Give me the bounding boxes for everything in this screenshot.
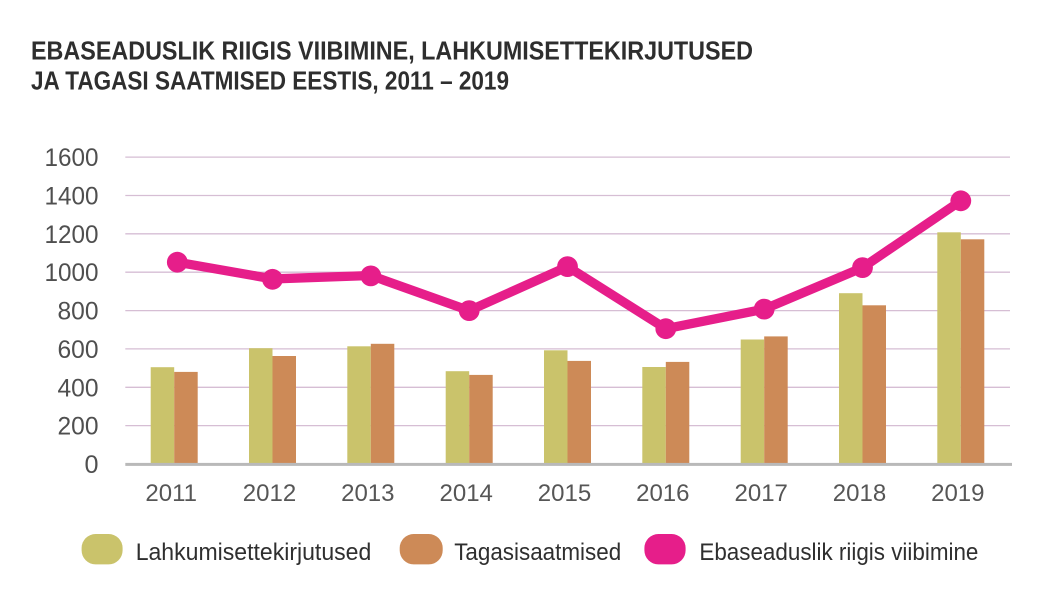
svg-text:2013: 2013	[341, 480, 394, 507]
svg-text:2012: 2012	[243, 480, 296, 507]
svg-text:800: 800	[58, 298, 99, 326]
svg-text:1000: 1000	[45, 259, 99, 287]
svg-text:2015: 2015	[538, 480, 591, 507]
svg-text:Tagasisaatmised: Tagasisaatmised	[454, 539, 621, 566]
svg-text:2019: 2019	[931, 480, 984, 507]
svg-text:2017: 2017	[735, 480, 788, 507]
svg-text:0: 0	[85, 451, 99, 479]
svg-text:1600: 1600	[45, 144, 99, 172]
svg-text:EBASEADUSLIK RIIGIS VIIBIMINE,: EBASEADUSLIK RIIGIS VIIBIMINE, LAHKUMISE…	[31, 36, 753, 66]
svg-text:2018: 2018	[833, 480, 886, 507]
svg-text:2011: 2011	[145, 480, 197, 507]
svg-text:400: 400	[58, 374, 99, 402]
svg-text:1400: 1400	[45, 183, 99, 211]
svg-text:Ebaseaduslik riigis viibimine: Ebaseaduslik riigis viibimine	[699, 539, 978, 566]
svg-text:1200: 1200	[45, 221, 99, 249]
svg-text:200: 200	[58, 413, 99, 441]
svg-text:Lahkumisettekirjutused: Lahkumisettekirjutused	[136, 539, 372, 566]
svg-text:JA TAGASI SAATMISED EESTIS, 20: JA TAGASI SAATMISED EESTIS, 2011 – 2019	[31, 66, 509, 96]
svg-text:2016: 2016	[636, 480, 689, 507]
svg-text:600: 600	[58, 336, 99, 364]
svg-text:2014: 2014	[440, 480, 493, 507]
